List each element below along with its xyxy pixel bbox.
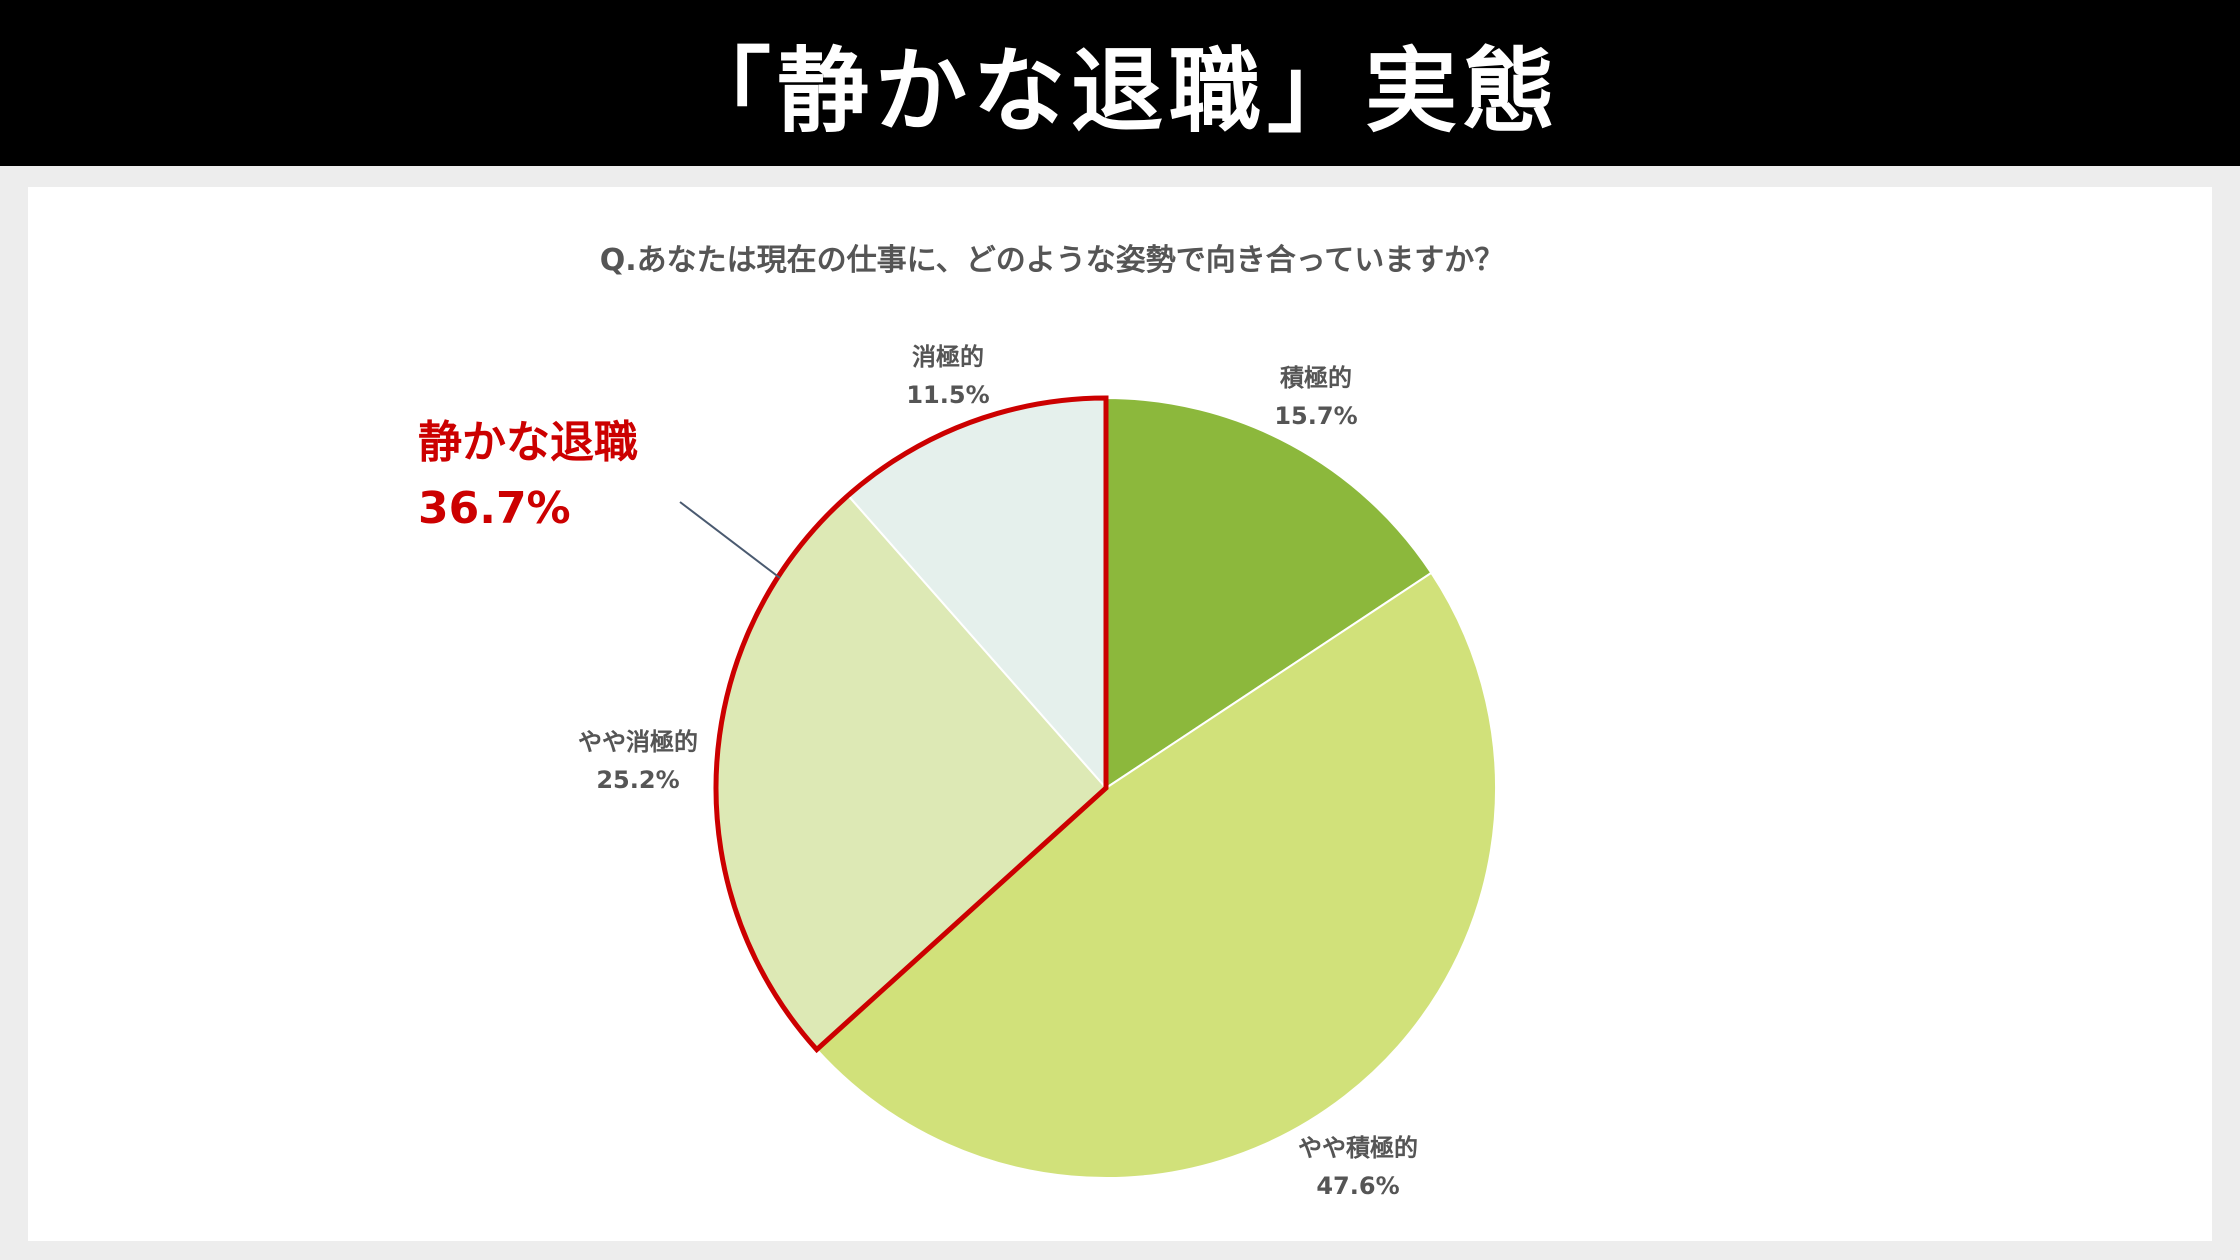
highlight-value-label: 36.7%	[418, 483, 571, 534]
slice-labels: 積極的 15.7% やや積極的 47.6% やや消極的 25.2% 消極的 11.5%	[578, 343, 1418, 1200]
highlight-outline	[713, 395, 1109, 1054]
slice-category-label: やや積極的	[1298, 1134, 1418, 1162]
highlight-group: 静かな退職 36.7%	[418, 395, 1109, 1054]
title-bar: 「静かな退職」実態	[0, 0, 2240, 166]
pie-slice	[815, 571, 1497, 1179]
highlight-label: 静かな退職	[418, 417, 638, 468]
slice-category-label: 消極的	[912, 343, 984, 371]
slice-category-label: 積極的	[1280, 364, 1352, 392]
pie-slices	[715, 396, 1497, 1179]
chart-question: Q.あなたは現在の仕事に、どのような姿勢で向き合っていますか？	[600, 243, 1505, 278]
pie-slice	[1105, 396, 1433, 790]
highlight-leader-line	[679, 501, 781, 579]
chart-panel: Q.あなたは現在の仕事に、どのような姿勢で向き合っていますか？ 積極的 15.7%…	[28, 187, 2212, 1241]
slice-value-label: 11.5%	[906, 381, 989, 409]
slice-category-label: やや消極的	[578, 728, 698, 756]
pie-chart: Q.あなたは現在の仕事に、どのような姿勢で向き合っていますか？ 積極的 15.7%…	[418, 243, 1505, 1200]
slice-value-label: 15.7%	[1274, 402, 1357, 430]
slice-value-label: 25.2%	[596, 766, 679, 794]
slice-value-label: 47.6%	[1316, 1172, 1399, 1200]
page-title: 「静かな退職」実態	[678, 37, 1561, 145]
